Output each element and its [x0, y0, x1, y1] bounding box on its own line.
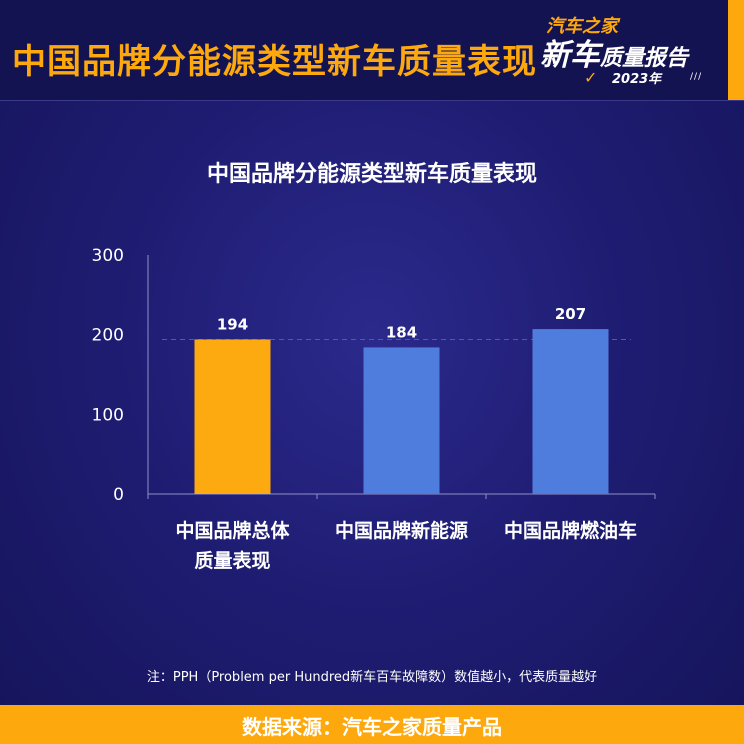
- bar: [532, 329, 609, 494]
- logo: 汽车之家 新车质量报告 ✓ 2023年 ///: [540, 10, 720, 90]
- y-tick-label: 300: [92, 246, 124, 266]
- dots-decoration: ///: [690, 72, 703, 82]
- data-label: 184: [386, 323, 417, 341]
- header-accent-stripe: [728, 0, 744, 100]
- logo-year: 2023年: [612, 72, 662, 87]
- x-tick-label-line: 中国品牌新能源: [334, 520, 468, 542]
- footer-bar: 数据来源：汽车之家质量产品: [0, 705, 744, 744]
- y-tick-label: 0: [113, 485, 124, 505]
- logo-main-text: 新车: [540, 38, 600, 73]
- y-tick-label: 100: [92, 405, 124, 425]
- data-source: 数据来源：汽车之家质量产品: [242, 715, 502, 739]
- x-tick-label-line: 中国品牌燃油车: [503, 520, 637, 542]
- data-label: 207: [555, 305, 586, 323]
- x-tick-label: 中国品牌总体 质量表现: [148, 516, 318, 576]
- footnote: 注：PPH（Problem per Hundred新车百车故障数）数值越小，代表…: [146, 670, 598, 685]
- logo-sub-text: 质量报告: [600, 46, 689, 71]
- page-title: 中国品牌分能源类型新车质量表现: [12, 42, 537, 82]
- bar: [363, 347, 440, 494]
- x-tick-label: 中国品牌新能源: [317, 516, 487, 546]
- check-icon: ✓: [584, 68, 598, 87]
- data-label: 194: [217, 315, 248, 333]
- header-bar: 中国品牌分能源类型新车质量表现 汽车之家 新车质量报告 ✓ 2023年 ///: [0, 0, 744, 101]
- chart-title: 中国品牌分能源类型新车质量表现: [206, 162, 537, 187]
- logo-brand: 汽车之家: [546, 16, 618, 37]
- x-tick-label: 中国品牌燃油车: [486, 516, 656, 546]
- x-tick-label-line: 质量表现: [194, 550, 271, 572]
- logo-main: 新车质量报告: [540, 30, 688, 74]
- bar: [194, 339, 271, 494]
- x-tick-label-line: 中国品牌总体: [175, 520, 290, 542]
- y-tick-label: 200: [92, 326, 124, 346]
